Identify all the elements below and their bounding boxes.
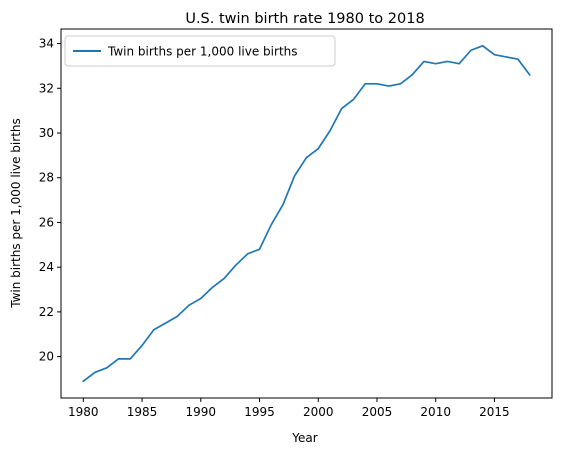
y-axis: 20 22 24 26 28 30 32 34 [39,37,61,364]
x-axis-label: Year [291,431,317,445]
plot-frame [60,28,553,399]
x-tick-label: 2000 [303,405,334,419]
chart-title: U.S. twin birth rate 1980 to 2018 [185,11,424,27]
plot-area [82,44,531,383]
y-tick-label: 30 [39,126,54,140]
x-axis: 1980 1985 1990 1995 2000 2005 2010 2015 [68,398,510,419]
y-tick-label: 26 [39,215,54,229]
y-tick-label: 34 [39,37,54,51]
y-axis-label: Twin births per 1,000 live births [9,118,23,309]
x-tick-label: 2005 [362,405,393,419]
y-tick-label: 22 [39,305,54,319]
y-tick-label: 32 [39,81,54,95]
x-tick-label: 1980 [68,405,99,419]
legend-box [64,35,336,67]
y-tick-label: 24 [39,260,54,274]
x-tick-label: 1990 [186,405,217,419]
y-tick-label: 28 [39,171,54,185]
x-tick-label: 1985 [127,405,158,419]
x-tick-label: 1995 [244,405,275,419]
x-tick-label: 2015 [479,405,510,419]
x-tick-label: 2010 [420,405,451,419]
legend: Twin births per 1,000 live births [64,35,336,67]
y-tick-label: 20 [39,350,54,364]
legend-label: Twin births per 1,000 live births [107,45,298,59]
series-line [82,44,531,383]
